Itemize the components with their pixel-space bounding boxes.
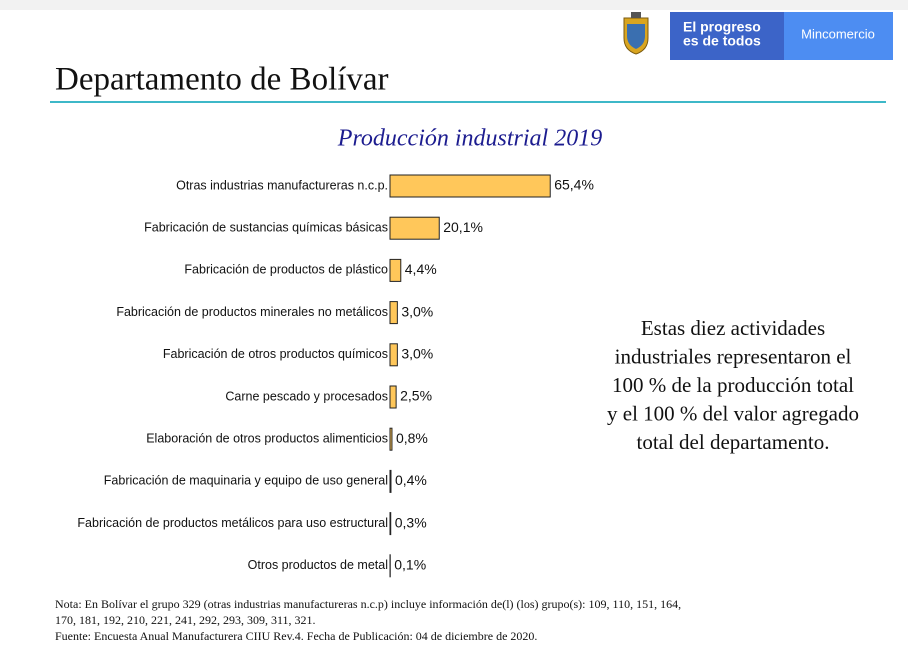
slide-title: Departamento de Bolívar xyxy=(55,62,389,98)
logo-box xyxy=(670,12,784,60)
side-text-line: total del departamento. xyxy=(636,430,829,454)
value-label: 0,1% xyxy=(394,557,426,573)
category-label: Fabricación de sustancias químicas básic… xyxy=(144,220,388,234)
value-label: 3,0% xyxy=(401,303,433,319)
bar xyxy=(389,301,398,325)
value-label: 2,5% xyxy=(400,388,432,404)
note-line: Nota: En Bolívar el grupo 329 (otras ind… xyxy=(55,597,681,611)
notes: Nota: En Bolívar el grupo 329 (otras ind… xyxy=(55,597,681,643)
logo-ministry: Mincomercio xyxy=(801,26,875,41)
bar xyxy=(389,385,397,409)
side-text-line: 100 % de la producción total xyxy=(612,373,854,397)
side-text-line: industriales representaron el xyxy=(615,344,852,368)
category-label: Otras industrias manufactureras n.c.p. xyxy=(176,178,388,192)
category-label: Fabricación de otros productos químicos xyxy=(163,347,388,361)
category-label: Fabricación de productos de plástico xyxy=(184,263,388,277)
note-line: 170, 181, 192, 210, 221, 241, 292, 293, … xyxy=(55,613,316,627)
category-label: Fabricación de productos minerales no me… xyxy=(116,305,388,319)
chart-title: Producción industrial 2019 xyxy=(337,126,602,152)
emblem xyxy=(623,12,649,55)
side-text-line: y el 100 % del valor agregado xyxy=(607,402,859,426)
side-text-line: Estas diez actividades xyxy=(641,316,825,340)
value-label: 0,3% xyxy=(395,514,427,530)
category-label: Elaboración de otros productos alimentic… xyxy=(146,431,388,445)
category-label: Otros productos de metal xyxy=(248,558,388,572)
logo-box xyxy=(784,12,893,60)
logo-slogan: El progreso xyxy=(683,19,761,35)
bar xyxy=(389,174,551,198)
note-line: Fuente: Encuesta Anual Manufacturera CII… xyxy=(55,629,537,643)
category-label: Carne pescado y procesados xyxy=(225,389,388,403)
bar xyxy=(389,427,393,451)
value-label: 20,1% xyxy=(443,219,483,235)
category-label: Fabricación de maquinaria y equipo de us… xyxy=(104,474,388,488)
category-label: Fabricación de productos metálicos para … xyxy=(77,516,388,530)
bar xyxy=(389,469,392,493)
logo-slogan: es de todos xyxy=(683,33,761,49)
bar xyxy=(389,216,440,240)
bar xyxy=(389,512,392,536)
value-label: 0,8% xyxy=(396,430,428,446)
bar xyxy=(389,258,402,282)
top-strip xyxy=(0,0,908,10)
value-label: 3,0% xyxy=(401,346,433,362)
value-label: 65,4% xyxy=(554,177,594,193)
side-text: Estas diez actividades industriales repre… xyxy=(607,316,859,454)
value-label: 0,4% xyxy=(395,472,427,488)
chart: Otras industrias manufactureras n.c.p. 65… xyxy=(77,174,594,578)
bar xyxy=(389,343,398,367)
value-label: 4,4% xyxy=(405,261,437,277)
